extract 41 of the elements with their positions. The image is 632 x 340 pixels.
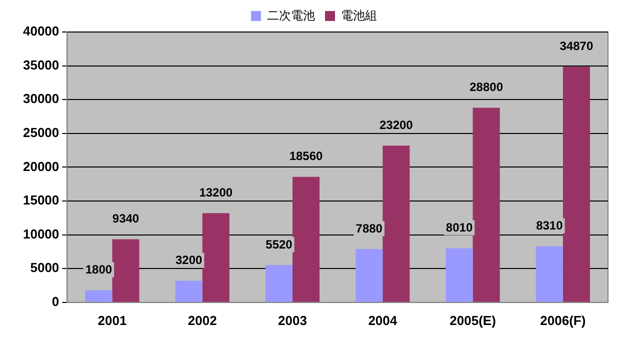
bar <box>112 239 140 302</box>
y-tick-label: 0 <box>52 294 60 309</box>
bar <box>265 265 293 302</box>
y-tick-label: 20000 <box>22 158 60 174</box>
data-label: 23200 <box>379 118 414 132</box>
bar <box>202 213 230 302</box>
x-tick-label: 2001 <box>98 312 127 328</box>
data-label: 5520 <box>266 237 293 252</box>
x-tick-label: 2003 <box>278 312 307 328</box>
x-tick-label: 2002 <box>188 312 217 328</box>
y-tick-label: 15000 <box>22 192 60 208</box>
bar <box>292 176 320 302</box>
data-label: 3200 <box>175 253 203 268</box>
data-label: 1800 <box>85 262 112 277</box>
bar <box>536 246 563 302</box>
bar <box>446 248 473 302</box>
x-tick-label: 2004 <box>368 312 398 328</box>
bar <box>562 66 590 302</box>
data-label: 8310 <box>536 218 564 233</box>
data-label: 8010 <box>446 220 473 235</box>
y-tick-label: 10000 <box>22 226 60 242</box>
y-tick-label: 5000 <box>30 260 60 276</box>
y-tick-label: 25000 <box>22 124 60 140</box>
x-tick-label: 2006(F) <box>540 312 586 328</box>
data-label: 28800 <box>470 80 504 94</box>
y-tick-label: 40000 <box>22 24 60 39</box>
data-label: 34870 <box>560 38 594 53</box>
data-label: 13200 <box>199 185 233 200</box>
data-label: 18560 <box>289 149 324 164</box>
bar <box>85 290 112 302</box>
y-tick-label: 35000 <box>22 57 60 72</box>
legend-label: 電池組 <box>341 8 377 22</box>
bar <box>382 146 410 302</box>
data-label: 9340 <box>112 212 140 226</box>
data-label: 7880 <box>356 221 383 236</box>
bar <box>175 280 202 302</box>
legend-label: 二次電池 <box>267 8 315 22</box>
x-tick-label: 2005(E) <box>450 312 496 328</box>
bar <box>356 249 383 302</box>
bar <box>472 108 500 302</box>
y-tick-label: 30000 <box>22 91 60 106</box>
